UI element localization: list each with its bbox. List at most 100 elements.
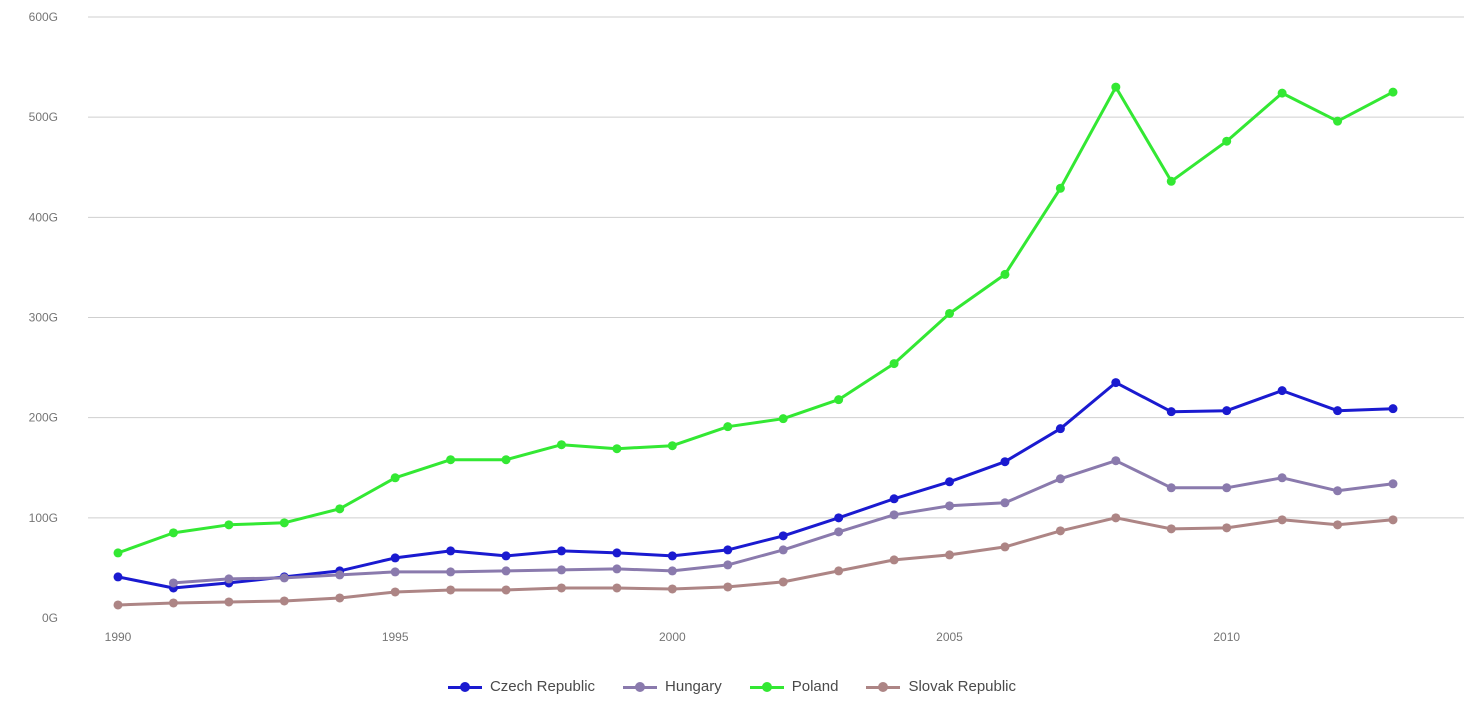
data-point[interactable] <box>1166 176 1176 186</box>
data-point[interactable] <box>446 567 456 577</box>
data-point[interactable] <box>501 566 511 576</box>
data-point[interactable] <box>1055 474 1065 484</box>
series-line <box>171 459 1395 585</box>
data-point[interactable] <box>723 422 733 432</box>
data-point[interactable] <box>224 520 234 530</box>
data-point[interactable] <box>1222 483 1232 493</box>
data-point[interactable] <box>778 545 788 555</box>
data-point[interactable] <box>446 455 456 465</box>
y-tick-label: 400G <box>29 210 58 224</box>
data-point[interactable] <box>834 527 844 537</box>
data-point[interactable] <box>1000 269 1010 279</box>
data-point[interactable] <box>723 582 733 592</box>
data-point[interactable] <box>224 597 234 607</box>
data-point[interactable] <box>501 585 511 595</box>
data-point[interactable] <box>501 455 511 465</box>
data-point[interactable] <box>1222 406 1232 416</box>
data-point[interactable] <box>279 518 289 528</box>
data-point[interactable] <box>612 583 622 593</box>
data-point[interactable] <box>667 441 677 451</box>
data-point[interactable] <box>168 578 178 588</box>
data-point[interactable] <box>889 494 899 504</box>
data-point[interactable] <box>1388 479 1398 489</box>
data-point[interactable] <box>945 477 955 487</box>
data-point[interactable] <box>446 585 456 595</box>
data-point[interactable] <box>778 414 788 424</box>
data-point[interactable] <box>390 587 400 597</box>
data-point[interactable] <box>945 501 955 511</box>
data-point[interactable] <box>113 572 123 582</box>
data-point[interactable] <box>556 565 566 575</box>
data-point[interactable] <box>1277 88 1287 98</box>
legend-item[interactable]: Slovak Republic <box>866 678 1016 695</box>
data-point[interactable] <box>501 551 511 561</box>
series-group <box>113 378 1398 593</box>
data-point[interactable] <box>612 548 622 558</box>
data-point[interactable] <box>1055 183 1065 193</box>
data-point[interactable] <box>1055 424 1065 434</box>
data-point[interactable] <box>1000 542 1010 552</box>
data-point[interactable] <box>168 598 178 608</box>
data-point[interactable] <box>945 550 955 560</box>
data-point[interactable] <box>168 528 178 538</box>
data-point[interactable] <box>889 359 899 369</box>
data-point[interactable] <box>1388 515 1398 525</box>
data-point[interactable] <box>1111 456 1121 466</box>
data-point[interactable] <box>778 531 788 541</box>
data-point[interactable] <box>1333 406 1343 416</box>
data-point[interactable] <box>1222 136 1232 146</box>
data-point[interactable] <box>1166 524 1176 534</box>
data-point[interactable] <box>390 567 400 577</box>
data-point[interactable] <box>1277 386 1287 396</box>
data-point[interactable] <box>556 546 566 556</box>
data-point[interactable] <box>612 564 622 574</box>
data-point[interactable] <box>390 553 400 563</box>
data-point[interactable] <box>1111 82 1121 92</box>
data-point[interactable] <box>446 546 456 556</box>
data-point[interactable] <box>834 513 844 523</box>
data-point[interactable] <box>834 566 844 576</box>
data-point[interactable] <box>335 504 345 514</box>
data-point[interactable] <box>279 573 289 583</box>
data-point[interactable] <box>1333 520 1343 530</box>
data-point[interactable] <box>1000 498 1010 508</box>
data-point[interactable] <box>1333 486 1343 496</box>
data-point[interactable] <box>335 593 345 603</box>
data-point[interactable] <box>1166 407 1176 417</box>
data-point[interactable] <box>556 440 566 450</box>
data-point[interactable] <box>224 574 234 584</box>
data-point[interactable] <box>113 600 123 610</box>
data-point[interactable] <box>1111 378 1121 388</box>
data-point[interactable] <box>778 577 788 587</box>
legend-item[interactable]: Czech Republic <box>447 678 595 695</box>
data-point[interactable] <box>889 510 899 520</box>
data-point[interactable] <box>390 473 400 483</box>
data-point[interactable] <box>1222 523 1232 533</box>
data-point[interactable] <box>1333 116 1343 126</box>
data-point[interactable] <box>113 548 123 558</box>
data-point[interactable] <box>335 570 345 580</box>
data-point[interactable] <box>834 395 844 405</box>
data-point[interactable] <box>945 308 955 318</box>
data-point[interactable] <box>612 444 622 454</box>
legend-item[interactable]: Poland <box>749 678 838 695</box>
x-tick-label: 2000 <box>659 630 686 644</box>
data-point[interactable] <box>667 584 677 594</box>
data-point[interactable] <box>667 551 677 561</box>
y-tick-label: 600G <box>29 10 58 24</box>
data-point[interactable] <box>889 555 899 565</box>
data-point[interactable] <box>1166 483 1176 493</box>
data-point[interactable] <box>1388 404 1398 414</box>
legend-item[interactable]: Hungary <box>623 678 722 695</box>
data-point[interactable] <box>723 545 733 555</box>
data-point[interactable] <box>1000 457 1010 467</box>
data-point[interactable] <box>279 596 289 606</box>
data-point[interactable] <box>1277 515 1287 525</box>
data-point[interactable] <box>1277 473 1287 483</box>
data-point[interactable] <box>723 560 733 570</box>
data-point[interactable] <box>556 583 566 593</box>
data-point[interactable] <box>1055 526 1065 536</box>
data-point[interactable] <box>1388 87 1398 97</box>
data-point[interactable] <box>1111 513 1121 523</box>
data-point[interactable] <box>667 566 677 576</box>
